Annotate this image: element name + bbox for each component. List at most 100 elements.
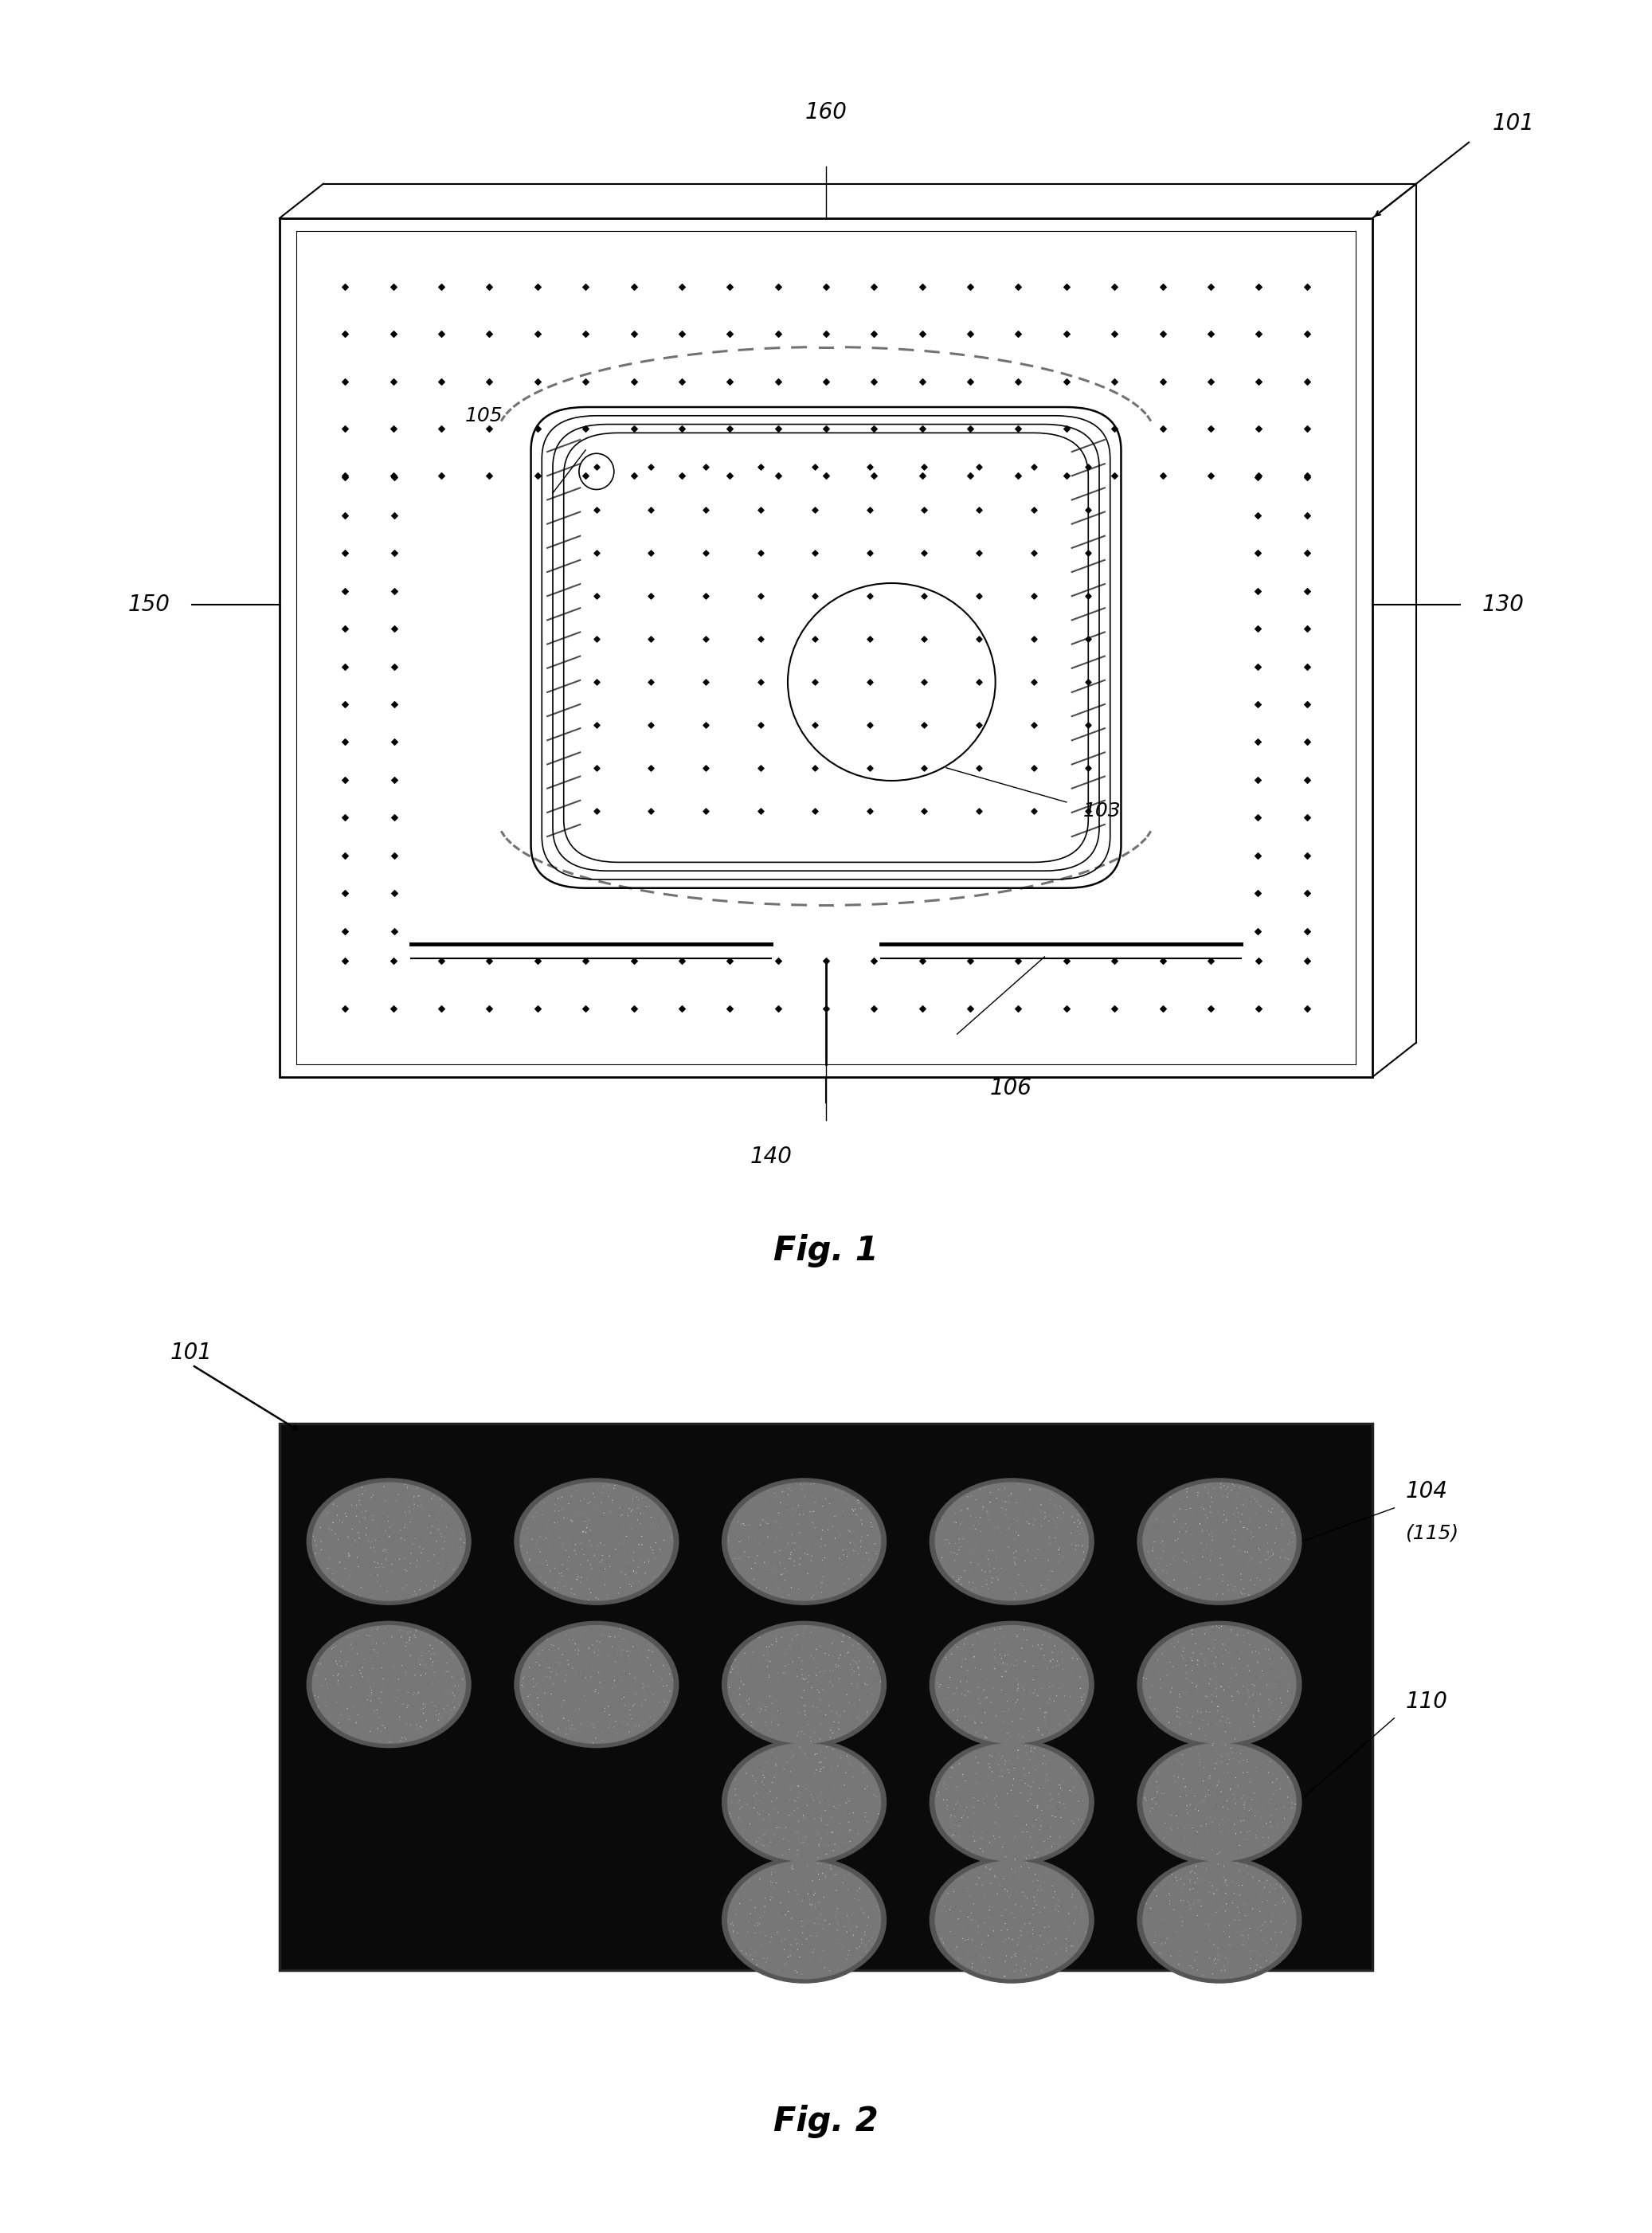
Point [966, 1731, 993, 1766]
Point [1294, 612, 1320, 648]
Point [925, 1666, 952, 1702]
Point [785, 1581, 811, 1617]
Point [624, 1503, 651, 1539]
Point [380, 1704, 406, 1740]
Point [1032, 1746, 1059, 1782]
Point [1059, 1554, 1085, 1590]
Point [320, 1505, 347, 1541]
Point [943, 1693, 970, 1728]
Point [618, 1666, 644, 1702]
Point [1269, 1632, 1295, 1668]
Point [990, 1911, 1016, 1947]
Point [856, 1878, 882, 1914]
Point [829, 1865, 856, 1900]
Point [628, 1496, 654, 1532]
Point [1227, 1561, 1254, 1597]
Point [720, 1914, 747, 1949]
Point [1170, 1552, 1196, 1588]
Point [385, 1661, 411, 1697]
Point [783, 1728, 809, 1764]
Point [1270, 1809, 1297, 1844]
Point [388, 1521, 415, 1556]
Point [1044, 1543, 1070, 1579]
Point [1209, 1505, 1236, 1541]
Point [824, 1539, 851, 1574]
Point [525, 1637, 552, 1673]
Point [1219, 1753, 1246, 1789]
Point [1218, 1523, 1244, 1559]
Point [970, 1489, 996, 1525]
Point [942, 1675, 968, 1710]
Point [935, 1818, 961, 1853]
Point [1161, 1505, 1188, 1541]
Point [1189, 1514, 1216, 1550]
Point [834, 1914, 861, 1949]
Point [1132, 1780, 1158, 1815]
Point [846, 1485, 872, 1521]
Point [765, 1755, 791, 1791]
Point [552, 1708, 578, 1744]
Point [1173, 1543, 1199, 1579]
Point [785, 1563, 811, 1599]
Point [834, 1744, 861, 1780]
Point [1244, 574, 1270, 610]
Point [530, 1684, 557, 1719]
Point [545, 1480, 572, 1516]
Point [644, 1666, 671, 1702]
Point [773, 1809, 800, 1844]
Point [950, 1641, 976, 1677]
Point [846, 1525, 872, 1561]
Point [834, 1648, 861, 1684]
Point [955, 1652, 981, 1688]
Point [304, 1518, 330, 1554]
Point [388, 1648, 415, 1684]
Point [768, 1789, 795, 1824]
Point [747, 578, 773, 614]
Point [752, 1675, 778, 1710]
Point [801, 1786, 828, 1822]
Point [834, 1871, 861, 1907]
Point [963, 1527, 990, 1563]
Point [857, 1525, 884, 1561]
Point [654, 1684, 681, 1719]
Point [909, 317, 935, 353]
Point [821, 1833, 847, 1869]
Point [643, 1489, 669, 1525]
Point [1034, 1762, 1061, 1798]
Point [365, 1556, 392, 1592]
Point [1041, 1827, 1067, 1862]
Point [1260, 1693, 1287, 1728]
Point [978, 1565, 1004, 1601]
Point [1032, 1639, 1059, 1675]
Point [405, 1487, 431, 1523]
Point [788, 1643, 814, 1679]
Point [1269, 1793, 1295, 1829]
Point [993, 1836, 1019, 1871]
Point [828, 1806, 854, 1842]
Point [544, 1563, 570, 1599]
Text: 104: 104 [1406, 1480, 1447, 1503]
Point [1189, 1764, 1216, 1800]
Point [403, 1543, 430, 1579]
Point [416, 1628, 443, 1664]
Point [763, 1637, 790, 1673]
Point [1191, 1532, 1218, 1568]
Point [1208, 1726, 1234, 1762]
Point [1257, 1494, 1284, 1530]
Point [1026, 1811, 1052, 1847]
Point [1016, 1505, 1042, 1541]
Point [738, 1920, 765, 1956]
Point [925, 1780, 952, 1815]
Point [1158, 1802, 1184, 1838]
Point [431, 1655, 458, 1690]
Point [443, 1668, 469, 1704]
Point [940, 1873, 966, 1909]
Point [1044, 1534, 1070, 1570]
Point [1008, 1849, 1034, 1885]
Point [621, 317, 648, 353]
Point [1014, 1753, 1041, 1789]
Point [392, 1510, 418, 1545]
Point [1013, 1643, 1039, 1679]
Point [628, 1518, 654, 1554]
Point [1062, 1755, 1089, 1791]
